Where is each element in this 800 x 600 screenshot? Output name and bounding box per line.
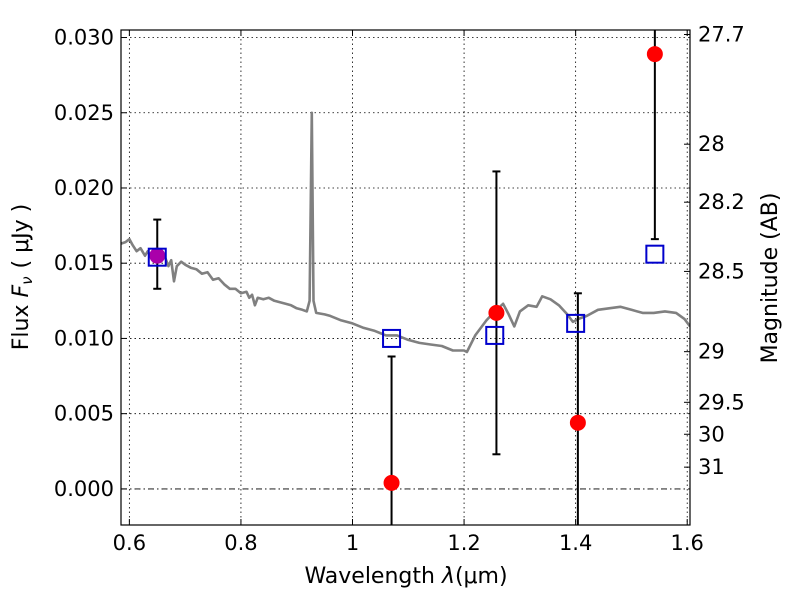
right-tick-label: 29 bbox=[698, 340, 725, 364]
y-tick-label: 0.020 bbox=[54, 176, 114, 200]
x-axis-label-prefix: Wavelength bbox=[304, 564, 442, 589]
right-tick-label: 28 bbox=[698, 132, 725, 156]
y-tick-label: 0.005 bbox=[54, 402, 114, 426]
tick-layer: 0.6 0.8 1 1.2 1.4 1.6 0.000 0.005 0.010 0.015 0.02… bbox=[54, 22, 745, 555]
y-axis-label-symbol: F bbox=[9, 284, 34, 297]
x-tick-label: 1.6 bbox=[671, 531, 704, 555]
observed-point bbox=[149, 247, 166, 264]
model-point bbox=[645, 244, 665, 264]
y-axis-label-prefix: Flux bbox=[9, 297, 34, 350]
model-point bbox=[382, 328, 402, 348]
observed-point bbox=[383, 474, 400, 491]
y-tick-label: 0.030 bbox=[54, 26, 114, 50]
model-point bbox=[566, 313, 586, 333]
right-axis-label: Magnitude (AB) bbox=[758, 193, 783, 364]
y-axis-label-unit: ( μJy ) bbox=[9, 204, 34, 269]
observed-point bbox=[646, 46, 663, 63]
right-tick-label: 31 bbox=[698, 455, 725, 479]
y-tick-label: 0.015 bbox=[54, 251, 114, 275]
right-tick-label: 28.5 bbox=[698, 259, 745, 283]
x-axis-label-unit: (μm) bbox=[455, 564, 508, 589]
x-axis-label: Wavelength λ(μm) bbox=[304, 564, 507, 589]
x-tick-label: 0.6 bbox=[113, 531, 146, 555]
y-axis-label-subscript: ν bbox=[18, 276, 36, 284]
right-tick-label: 30 bbox=[698, 422, 725, 446]
x-tick-label: 1 bbox=[346, 531, 359, 555]
observed-point bbox=[569, 414, 586, 431]
right-tick-label: 27.7 bbox=[698, 22, 745, 46]
spectrum-line bbox=[121, 111, 690, 354]
y-tick-label: 0.010 bbox=[54, 326, 114, 350]
y-tick-label: 0.000 bbox=[54, 477, 114, 501]
model-point bbox=[147, 247, 167, 267]
model-point bbox=[485, 325, 505, 345]
plot-layer bbox=[121, 30, 690, 525]
x-tick-label: 1.4 bbox=[559, 531, 592, 555]
y-tick-label: 0.025 bbox=[54, 101, 114, 125]
x-tick-label: 0.8 bbox=[224, 531, 257, 555]
y-axis-label: Flux Fν ( μJy ) bbox=[9, 204, 36, 350]
right-tick-label: 28.2 bbox=[698, 190, 745, 214]
x-tick-label: 1.2 bbox=[447, 531, 480, 555]
right-tick-label: 29.5 bbox=[698, 390, 745, 414]
grid-layer bbox=[121, 30, 690, 525]
plot-frame bbox=[120, 29, 691, 526]
observed-point bbox=[488, 304, 505, 321]
x-axis-label-symbol: λ bbox=[441, 564, 455, 589]
